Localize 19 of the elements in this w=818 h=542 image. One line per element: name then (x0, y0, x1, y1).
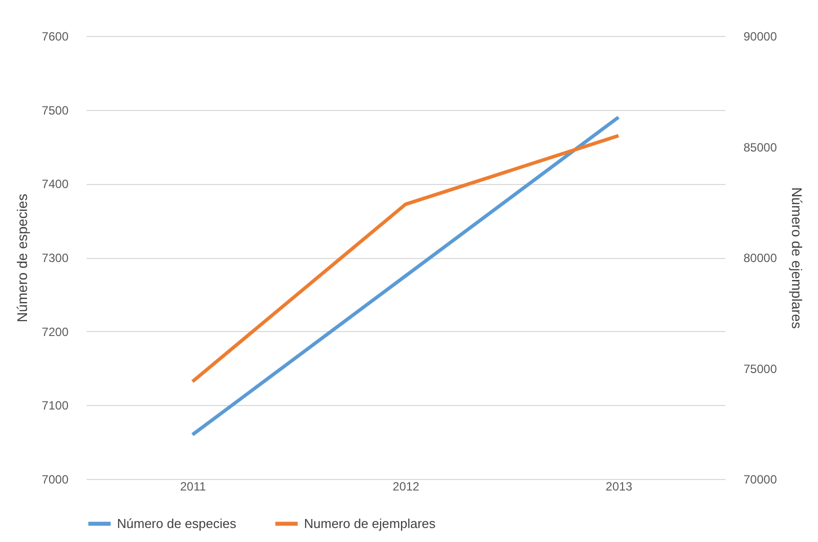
y2-axis-title: Número de ejemplares (788, 187, 805, 329)
x-tick-label: 2013 (606, 480, 633, 494)
y-axis-title: Número de especies (14, 194, 30, 322)
legend-label: Numero de ejemplares (304, 516, 436, 531)
y-tick-label: 7400 (42, 177, 69, 192)
y-tick-label: 7600 (42, 30, 69, 44)
y-tick-label: 7100 (42, 398, 69, 413)
y2-tick-label: 75000 (744, 362, 778, 376)
y2-tick-label: 70000 (744, 472, 778, 486)
y2-tick-label: 80000 (744, 251, 778, 265)
legend-label: Número de especies (117, 516, 237, 531)
y2-tick-label: 90000 (744, 30, 778, 44)
x-tick-label: 2011 (180, 480, 206, 494)
y-tick-label: 7200 (42, 324, 69, 339)
x-tick-label: 2012 (392, 480, 420, 494)
y-tick-label: 7500 (42, 103, 69, 118)
y-tick-label: 7300 (42, 251, 69, 265)
y-tick-label: 7000 (42, 472, 69, 486)
y2-tick-label: 85000 (744, 140, 778, 154)
